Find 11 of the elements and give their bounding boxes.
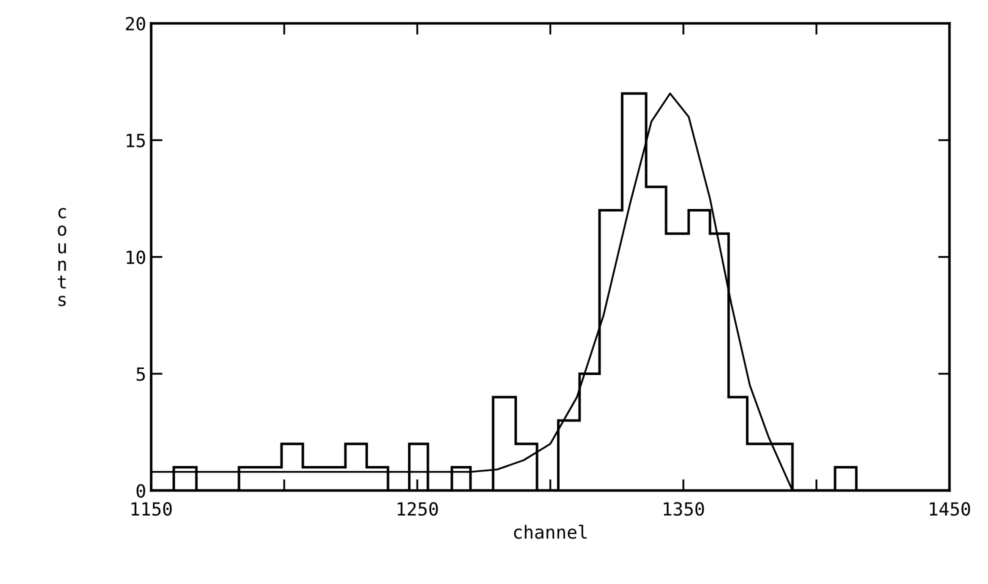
x-tick-label: 1250 xyxy=(398,502,438,516)
y-tick-label: 0 xyxy=(136,484,146,498)
x-tick-label: 1450 xyxy=(930,502,970,516)
x-tick-label: 1150 xyxy=(132,502,172,516)
y-tick-label: 15 xyxy=(126,134,145,148)
y-tick-label: 10 xyxy=(126,250,146,264)
y-axis-title: counts xyxy=(58,208,66,306)
y-tick-label: 5 xyxy=(136,368,145,381)
x-axis-title: channel xyxy=(514,524,587,539)
x-tick-label: 1350 xyxy=(664,502,704,516)
y-tick-label: 20 xyxy=(126,16,146,31)
